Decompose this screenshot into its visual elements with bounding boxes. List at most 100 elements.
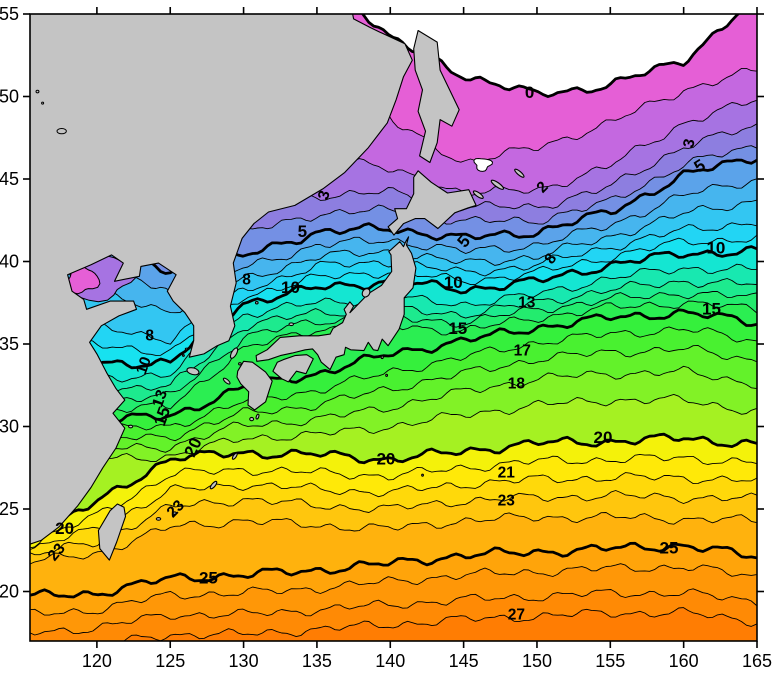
contour-label-25: 25 xyxy=(660,539,679,558)
land-island xyxy=(155,517,162,521)
y-axis-tick-label: 30 xyxy=(0,417,19,437)
isotherm-18 xyxy=(30,365,757,455)
isotherm-15 xyxy=(30,308,757,425)
y-axis-tick-label: 50 xyxy=(0,87,19,107)
land-island xyxy=(254,301,259,305)
isotherm-1 xyxy=(338,14,757,163)
cold-pool-2 xyxy=(473,157,494,172)
isotherm-21 xyxy=(30,453,757,549)
band-22 xyxy=(30,472,757,555)
isotherm-23 xyxy=(30,490,757,556)
x-axis-tick-label: 160 xyxy=(669,651,699,671)
land-shikoku xyxy=(272,354,314,383)
band-25 xyxy=(30,543,757,616)
land-island xyxy=(128,424,134,429)
land-island xyxy=(172,511,177,515)
contour-label-8: 8 xyxy=(145,328,154,345)
land-masses xyxy=(30,14,525,561)
land-island xyxy=(288,322,295,327)
x-axis-tick-label: 165 xyxy=(742,651,772,671)
y-axis-tick-label: 25 xyxy=(0,499,19,519)
land-island xyxy=(490,179,505,190)
band-23 xyxy=(30,490,757,564)
band-above-28 xyxy=(124,607,757,641)
band-19 xyxy=(30,394,757,539)
land-island xyxy=(186,367,200,376)
isotherm-17 xyxy=(30,344,757,444)
band-16 xyxy=(30,326,757,444)
contour-label-10: 10 xyxy=(281,278,300,297)
isotherm-22 xyxy=(30,472,757,551)
lake-outline xyxy=(41,101,45,105)
isotherm-25 xyxy=(30,541,757,599)
isotherm-16 xyxy=(30,326,757,434)
y-axis-tick-label: 20 xyxy=(0,582,19,602)
isotherm-26 xyxy=(30,563,757,616)
band-18 xyxy=(30,366,757,465)
land-island xyxy=(472,190,484,199)
isotherm-lines xyxy=(30,14,757,641)
land-island xyxy=(238,362,242,366)
land-island xyxy=(184,347,188,351)
land-island xyxy=(385,373,389,377)
x-axis-tick-label: 145 xyxy=(449,651,479,671)
band-14 xyxy=(30,301,757,423)
contour-label-3: 3 xyxy=(680,137,698,149)
band-26 xyxy=(30,563,757,635)
contour-label-17: 17 xyxy=(514,343,531,360)
band-20 xyxy=(30,434,757,548)
contour-label-27: 27 xyxy=(508,607,525,624)
y-axis-tick-label: 40 xyxy=(0,252,19,272)
land-island xyxy=(255,413,260,420)
land-island xyxy=(182,354,185,357)
band-24 xyxy=(30,512,757,597)
y-axis-tick-label: 45 xyxy=(0,169,19,189)
contour-label-20: 20 xyxy=(376,450,395,469)
x-axis-tick-label: 125 xyxy=(155,651,185,671)
band-21 xyxy=(30,454,757,550)
band-27 xyxy=(30,588,757,641)
lake-outline xyxy=(35,89,40,94)
x-axis-tick-label: 135 xyxy=(302,651,332,671)
band-17 xyxy=(30,345,757,455)
land-sakhalin xyxy=(413,29,460,164)
x-axis-tick-label: 120 xyxy=(82,651,112,671)
isotherm-27 xyxy=(30,588,757,636)
contour-label-5: 5 xyxy=(298,222,307,241)
land-island xyxy=(421,473,424,477)
band-8 xyxy=(30,222,757,356)
isotherm-0 xyxy=(361,14,741,98)
band-0 xyxy=(339,14,757,163)
isotherm-2 xyxy=(190,14,757,197)
contour-label-15: 15 xyxy=(448,319,467,338)
y-axis-tick-label: 35 xyxy=(0,334,19,354)
land-island xyxy=(209,480,218,490)
land-island xyxy=(231,452,238,460)
isotherm-24 xyxy=(30,512,757,565)
contour-label-10: 10 xyxy=(444,273,463,292)
contour-label-21: 21 xyxy=(498,465,516,482)
contour-label-15: 15 xyxy=(702,299,721,318)
contour-label-20: 20 xyxy=(594,428,613,447)
contour-label-13: 13 xyxy=(149,387,171,409)
axes: 120 125 130 135 140 145 150 155 160 1652025303540… xyxy=(0,4,772,671)
isotherm-19 xyxy=(30,393,757,465)
contour-label-18: 18 xyxy=(508,376,526,393)
plot-frame xyxy=(29,13,758,642)
band-15 xyxy=(30,309,757,433)
land-island xyxy=(380,355,384,360)
x-axis-tick-label: 140 xyxy=(375,651,405,671)
contour-label-13: 13 xyxy=(518,295,536,312)
contour-label-10: 10 xyxy=(133,355,155,377)
x-axis-tick-label: 130 xyxy=(229,651,259,671)
land-island xyxy=(249,416,255,422)
isotherm-20 xyxy=(30,432,757,541)
band-11 xyxy=(30,264,757,394)
land-island xyxy=(361,288,371,298)
x-axis-tick-label: 155 xyxy=(595,651,625,671)
isotherm-6 xyxy=(30,178,757,292)
x-axis-tick-label: 150 xyxy=(522,651,552,671)
